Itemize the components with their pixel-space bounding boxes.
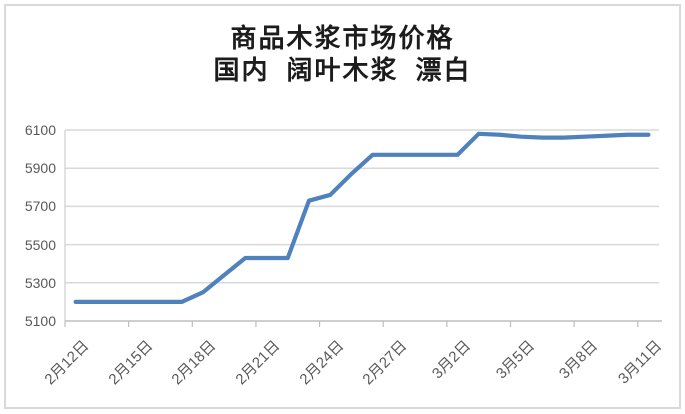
y-axis-label: 5300 [24, 274, 56, 291]
chart-subtitle: 国内 阔叶木浆 漂白 [213, 56, 472, 85]
y-axis-label: 5500 [24, 236, 56, 253]
y-axis-label: 5700 [24, 198, 56, 215]
chart-title: 商品木浆市场价格 [230, 24, 455, 53]
price-line [73, 131, 651, 304]
y-axis-label: 5900 [24, 160, 56, 177]
chart-border [4, 4, 681, 409]
y-axis-label: 6100 [24, 122, 56, 138]
y-axis-label: 5100 [24, 313, 56, 329]
